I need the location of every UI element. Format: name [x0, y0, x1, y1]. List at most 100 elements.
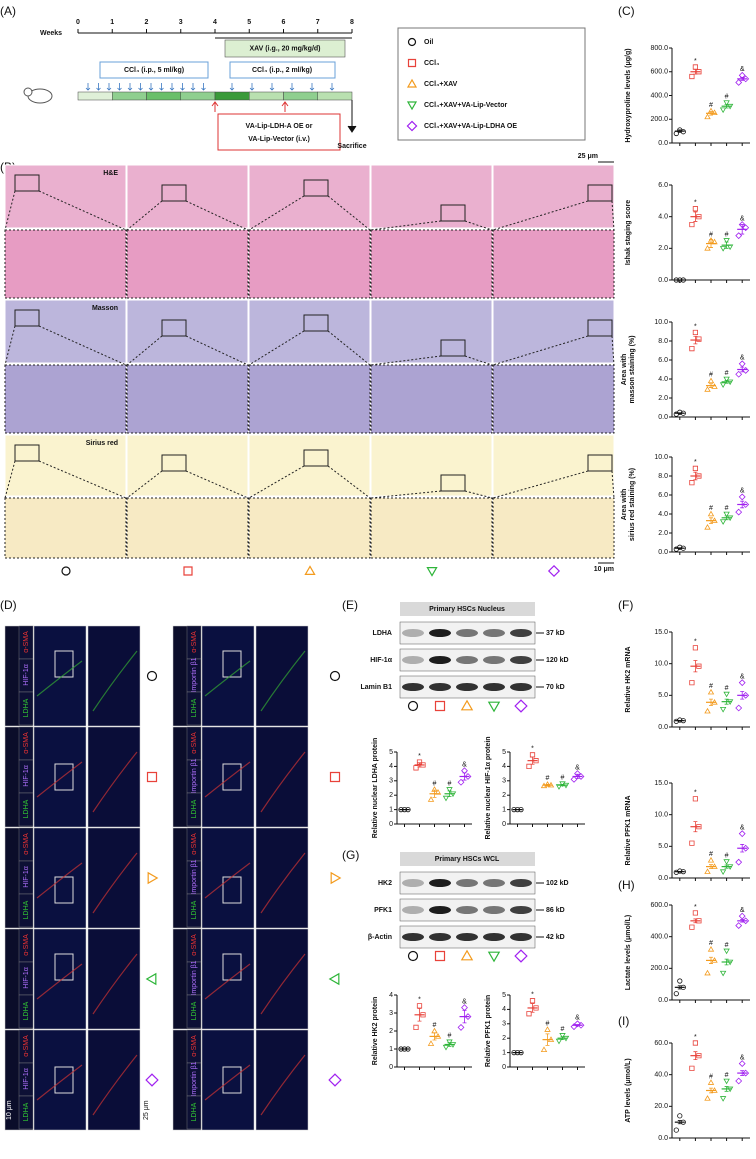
- significance-mark: #: [725, 685, 729, 692]
- if-zoom: [87, 928, 141, 1030]
- if-zoom: [255, 625, 309, 727]
- blot-band: [402, 629, 424, 637]
- data-point: [689, 73, 695, 80]
- significance-mark: &: [462, 998, 467, 1005]
- legend-label: Oil: [424, 39, 433, 46]
- data-point: [689, 346, 695, 352]
- channel-strip: [186, 893, 202, 928]
- data-point: [742, 1069, 750, 1077]
- channel-label: α-SMA: [23, 1035, 30, 1057]
- data-point: [719, 869, 727, 875]
- data-point: [742, 691, 750, 699]
- data-point: [673, 130, 679, 137]
- y-tick-label: 4: [502, 1006, 506, 1013]
- data-point: [723, 238, 730, 244]
- size-label: 120 kD: [546, 657, 569, 664]
- histology-zoom: [248, 364, 371, 434]
- histology-zoom: [248, 497, 371, 559]
- ccl4-high-label: CCl₄ (i.p., 5 ml/kg): [124, 67, 184, 74]
- histology-zoom: [492, 497, 615, 559]
- blot-band: [402, 933, 424, 941]
- significance-mark: #: [709, 102, 713, 109]
- data-point: [696, 69, 702, 75]
- y-tick-label: 0.0: [658, 414, 668, 421]
- channel-label: HIF-1α: [23, 1068, 30, 1090]
- if-signal: [36, 650, 138, 712]
- ccl4-box: [229, 61, 336, 79]
- data-point: [719, 246, 727, 252]
- significance-mark: *: [531, 992, 534, 999]
- channel-label: HIF-1α: [23, 664, 30, 686]
- data-point: [413, 765, 419, 771]
- data-point: [738, 493, 746, 501]
- injection-arrow: [289, 83, 295, 91]
- data-point: [735, 1077, 743, 1085]
- significance-mark: *: [694, 639, 697, 646]
- significance-mark: #: [709, 940, 713, 947]
- data-point: [719, 706, 727, 713]
- data-point: [723, 1078, 730, 1085]
- panel-label: (C): [618, 4, 635, 18]
- if-image: [33, 625, 87, 727]
- significance-mark: *: [694, 790, 697, 797]
- error-bar: [724, 958, 729, 966]
- blot-band: [456, 629, 478, 637]
- error-bar: [677, 412, 682, 415]
- error-bar: [677, 719, 682, 722]
- blot-band: [429, 879, 451, 887]
- error-bar: [545, 1033, 550, 1046]
- if-signal: [36, 953, 138, 1015]
- y-axis-label: Relative HK2 protein: [372, 997, 379, 1065]
- injection-arrow: [229, 83, 235, 91]
- zoom-guide: [185, 470, 249, 499]
- y-tick-label: 4.0: [658, 214, 668, 221]
- iv-label: VA-Lip-LDH-A OE or: [246, 123, 313, 130]
- legend-symbol: [406, 101, 418, 111]
- error-bar: [709, 383, 713, 388]
- y-tick-label: 1: [502, 806, 506, 813]
- histology-image: [370, 434, 493, 497]
- injection-arrow: [138, 83, 143, 91]
- channel-strip: [18, 792, 34, 827]
- y-tick-label: 0.0: [658, 724, 668, 731]
- blot-band: [429, 933, 451, 941]
- zoom-box: [54, 650, 74, 678]
- size-label: 37 kD: [546, 630, 565, 637]
- blot-header: [400, 852, 535, 866]
- mouse-icon: [23, 87, 33, 97]
- channel-label: Importin β1: [191, 960, 198, 995]
- y-tick-label: 0: [389, 821, 393, 828]
- legend-symbol: [407, 58, 417, 68]
- size-label: 42 kD: [546, 934, 565, 941]
- error-bar: [709, 517, 713, 524]
- protein-label: LDHA: [373, 630, 392, 637]
- data-point: [529, 998, 536, 1004]
- if-signal: [204, 1054, 306, 1116]
- data-point: [518, 807, 524, 813]
- iv-arrow: [211, 101, 219, 112]
- error-bar: [545, 784, 550, 787]
- y-tick-label: 10.0: [654, 319, 668, 326]
- if-signal: [204, 953, 306, 1015]
- group-symbol: [460, 949, 474, 961]
- data-point: [692, 1040, 698, 1046]
- error-bar: [740, 224, 745, 235]
- significance-mark: *: [694, 58, 697, 65]
- zoom-box: [440, 474, 466, 492]
- data-point: [680, 410, 686, 416]
- error-bar: [724, 104, 729, 109]
- week-label: 6: [282, 19, 286, 26]
- histology-image: [126, 164, 249, 229]
- significance-mark: *: [694, 200, 697, 207]
- channel-label: LDHA: [23, 698, 30, 717]
- error-bar: [530, 756, 535, 765]
- data-point: [680, 869, 686, 875]
- data-point: [735, 79, 743, 86]
- data-point: [457, 778, 465, 786]
- histology-zoom: [4, 497, 127, 559]
- data-point: [692, 910, 698, 916]
- y-tick-label: 2: [502, 1035, 506, 1042]
- histology-zoom: [370, 497, 493, 559]
- injection-arrow: [127, 83, 133, 91]
- data-point: [461, 1004, 468, 1012]
